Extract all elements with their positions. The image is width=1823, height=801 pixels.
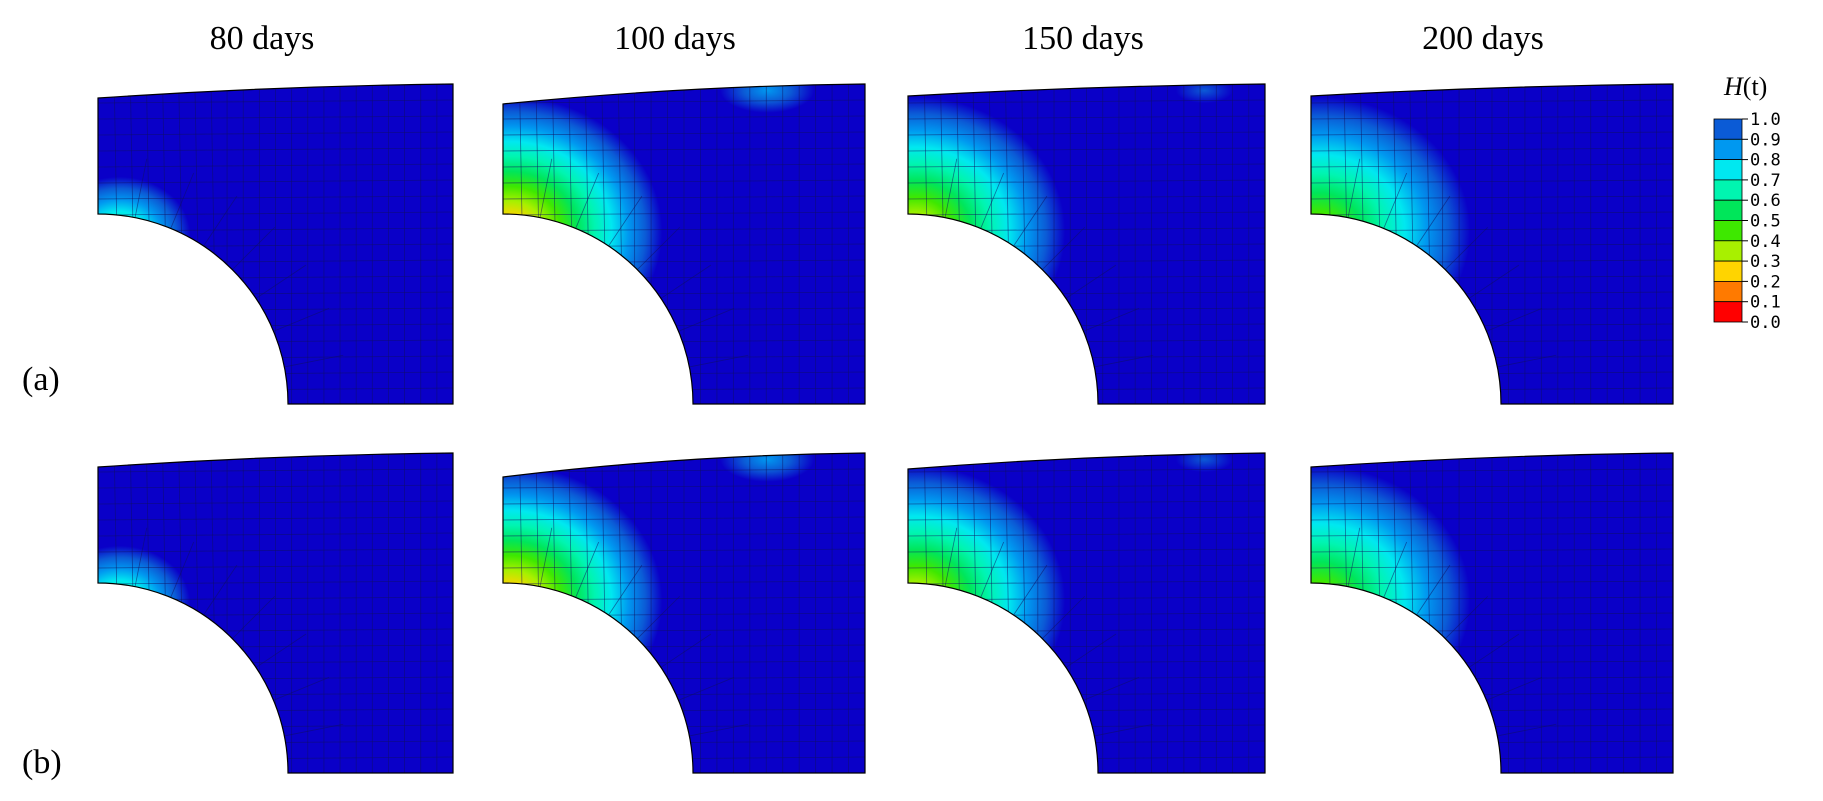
row-label-b: (b): [22, 744, 62, 781]
legend-tick-label: 0.6: [1750, 191, 1781, 211]
contour-spot: [98, 545, 191, 662]
legend-swatch: [1713, 220, 1743, 242]
legend-title-symbol: H: [1723, 72, 1744, 101]
row-label-a: (a): [22, 361, 60, 398]
panel-outline: [1310, 452, 1674, 774]
legend-title-argument: (t): [1743, 72, 1768, 101]
panel-outline: [97, 452, 454, 774]
contour-spot: [720, 84, 815, 113]
legend-swatch: [1713, 301, 1743, 323]
legend-swatch: [1713, 199, 1743, 221]
legend-tick-label: 0.4: [1750, 232, 1781, 252]
legend-swatch: [1713, 280, 1743, 303]
contour-panel: [97, 452, 454, 774]
column-title-150-days: 150 days: [1022, 20, 1144, 57]
contour-spot: [1175, 453, 1233, 473]
legend-tick-label: 0.9: [1750, 130, 1781, 150]
legend-tick-label: 0.8: [1750, 151, 1781, 171]
legend-tick-label: 0.1: [1750, 293, 1781, 313]
legend-swatch: [1713, 118, 1743, 140]
legend-tick-label: 0.2: [1750, 272, 1781, 292]
legend-tick-label: 1.0: [1750, 110, 1781, 130]
legend-swatch: [1713, 240, 1743, 262]
color-legend: H(t) 1.00.90.80.70.60.50.40.30.20.10.0: [1713, 72, 1781, 333]
panel-outline: [502, 83, 866, 405]
column-title-80-days: 80 days: [210, 20, 315, 57]
legend-tick-label: 0.5: [1750, 212, 1781, 232]
panel-outline: [907, 452, 1266, 774]
column-title-200-days: 200 days: [1422, 20, 1544, 57]
legend-swatch: [1713, 138, 1743, 161]
legend-ticks: 1.00.90.80.70.60.50.40.30.20.10.0: [1742, 110, 1781, 333]
legend-swatches: [1713, 118, 1743, 323]
panel-outline: [907, 83, 1266, 405]
legend-title: H(t): [1723, 72, 1767, 101]
panel-outline: [1310, 83, 1674, 405]
contour-panels: [97, 83, 1674, 774]
contour-panel: [97, 83, 454, 405]
mesh-grid: [503, 84, 865, 404]
contour-spot: [98, 176, 191, 292]
legend-swatch: [1713, 159, 1743, 181]
legend-tick-label: 0.7: [1750, 171, 1781, 191]
legend-tick-label: 0.0: [1750, 313, 1781, 333]
panel-outline: [97, 83, 454, 405]
legend-tick-label: 0.3: [1750, 252, 1781, 272]
legend-swatch: [1713, 260, 1743, 282]
panel-outline: [502, 452, 866, 774]
contour-spot: [720, 453, 815, 482]
column-title-100-days: 100 days: [614, 20, 736, 57]
legend-swatch: [1713, 179, 1743, 201]
contour-spot: [1175, 84, 1233, 104]
